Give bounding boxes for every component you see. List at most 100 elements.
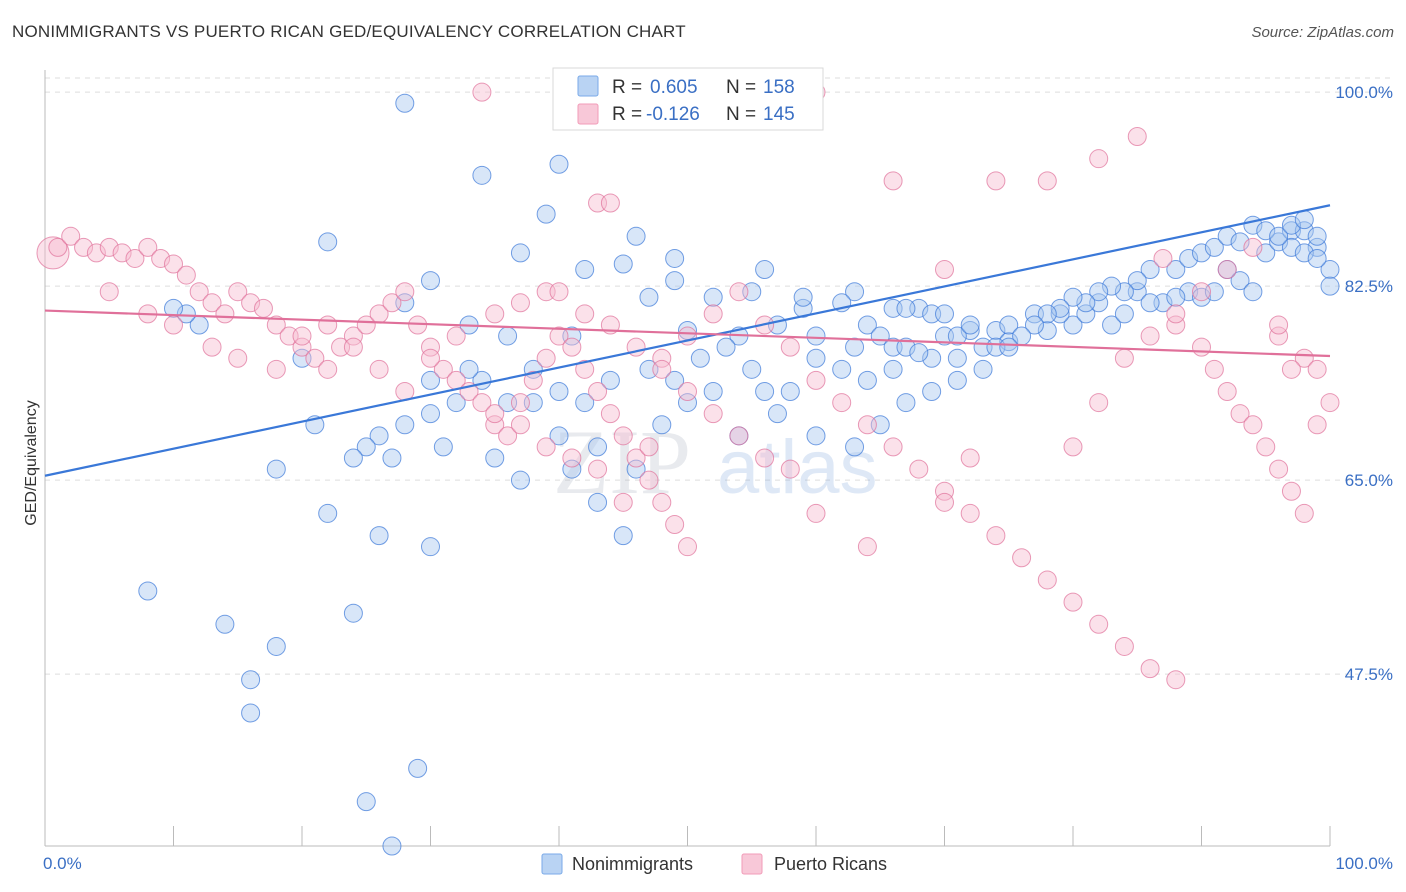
data-point bbox=[1076, 304, 1096, 324]
data-point bbox=[1294, 243, 1314, 263]
data-point bbox=[935, 481, 954, 501]
data-point bbox=[1114, 348, 1134, 368]
data-point bbox=[562, 459, 582, 479]
data-point bbox=[780, 337, 800, 357]
data-point bbox=[1307, 359, 1327, 379]
data-point bbox=[485, 404, 505, 424]
data-point bbox=[510, 393, 530, 413]
data-point bbox=[99, 282, 119, 302]
data-point bbox=[510, 415, 530, 435]
data-point bbox=[1166, 670, 1186, 690]
data-point bbox=[703, 404, 723, 424]
data-point bbox=[600, 193, 620, 213]
data-point bbox=[202, 293, 222, 313]
legend-r-label: R = bbox=[612, 104, 642, 125]
data-point bbox=[61, 226, 81, 246]
data-point bbox=[755, 260, 775, 280]
series-legend: Nonimmigrants Puerto Ricans bbox=[541, 853, 887, 875]
data-point bbox=[1307, 237, 1327, 257]
data-point bbox=[857, 415, 877, 435]
data-point bbox=[266, 636, 286, 656]
data-point bbox=[588, 459, 608, 479]
data-point bbox=[716, 337, 736, 357]
data-point bbox=[1102, 276, 1122, 296]
data-point bbox=[266, 459, 286, 479]
data-point bbox=[536, 437, 556, 457]
data-point bbox=[999, 332, 1019, 352]
data-point bbox=[48, 237, 68, 257]
data-point bbox=[832, 359, 852, 379]
data-point bbox=[1127, 271, 1147, 291]
data-point bbox=[935, 492, 954, 512]
data-point bbox=[202, 337, 222, 357]
data-point bbox=[369, 526, 389, 546]
data-point bbox=[588, 437, 608, 457]
series-puerto-ricans-points bbox=[36, 82, 1340, 690]
data-point bbox=[395, 415, 415, 435]
data-point bbox=[99, 237, 119, 257]
data-point bbox=[947, 370, 967, 390]
data-point bbox=[138, 237, 158, 257]
data-point bbox=[652, 359, 672, 379]
data-point bbox=[1217, 381, 1237, 401]
data-point bbox=[793, 298, 813, 318]
data-point bbox=[678, 381, 697, 401]
data-point bbox=[1307, 226, 1327, 246]
data-point bbox=[1320, 276, 1340, 296]
data-point bbox=[1037, 321, 1057, 341]
trend-lines bbox=[44, 204, 1331, 477]
data-point bbox=[228, 348, 248, 368]
data-point bbox=[613, 254, 633, 274]
data-point bbox=[896, 337, 916, 357]
data-point bbox=[459, 359, 479, 379]
data-point bbox=[1012, 548, 1032, 568]
data-point bbox=[1204, 237, 1224, 257]
data-point bbox=[266, 359, 286, 379]
data-point bbox=[510, 243, 530, 263]
data-point bbox=[1166, 260, 1186, 280]
data-point bbox=[845, 437, 865, 457]
data-point bbox=[485, 304, 505, 324]
data-point bbox=[215, 614, 235, 634]
data-point bbox=[1089, 393, 1109, 413]
data-point bbox=[1140, 260, 1160, 280]
data-point bbox=[1114, 304, 1134, 324]
data-point bbox=[433, 437, 453, 457]
data-point bbox=[935, 260, 954, 280]
data-point bbox=[523, 370, 543, 390]
data-point bbox=[1140, 326, 1160, 346]
data-point bbox=[176, 265, 196, 285]
data-point bbox=[883, 171, 903, 191]
data-point bbox=[176, 304, 196, 324]
data-point bbox=[549, 326, 569, 346]
data-point bbox=[1192, 337, 1211, 357]
data-point bbox=[652, 348, 672, 368]
series-nonimmigrants-points bbox=[138, 93, 1340, 856]
data-point bbox=[729, 426, 749, 446]
data-point bbox=[909, 459, 929, 479]
data-point bbox=[1153, 248, 1173, 268]
legend-swatch-nonimmigrants bbox=[541, 853, 563, 875]
data-point bbox=[575, 304, 595, 324]
data-point bbox=[1179, 248, 1199, 268]
data-point bbox=[1102, 315, 1122, 335]
data-point bbox=[446, 393, 466, 413]
data-point bbox=[369, 359, 389, 379]
data-point bbox=[112, 243, 132, 263]
data-point bbox=[164, 315, 183, 335]
data-point bbox=[382, 836, 402, 856]
data-point bbox=[999, 315, 1019, 335]
data-point bbox=[729, 282, 749, 302]
data-point bbox=[318, 315, 338, 335]
legend-n-label: N = bbox=[726, 77, 756, 98]
data-point bbox=[356, 792, 376, 812]
data-point bbox=[806, 426, 826, 446]
data-point bbox=[472, 165, 492, 185]
data-point bbox=[408, 758, 428, 778]
data-point bbox=[703, 381, 723, 401]
data-point bbox=[1037, 304, 1057, 324]
data-point bbox=[857, 315, 877, 335]
data-point bbox=[857, 370, 877, 390]
data-point bbox=[639, 287, 659, 307]
data-point bbox=[472, 393, 492, 413]
